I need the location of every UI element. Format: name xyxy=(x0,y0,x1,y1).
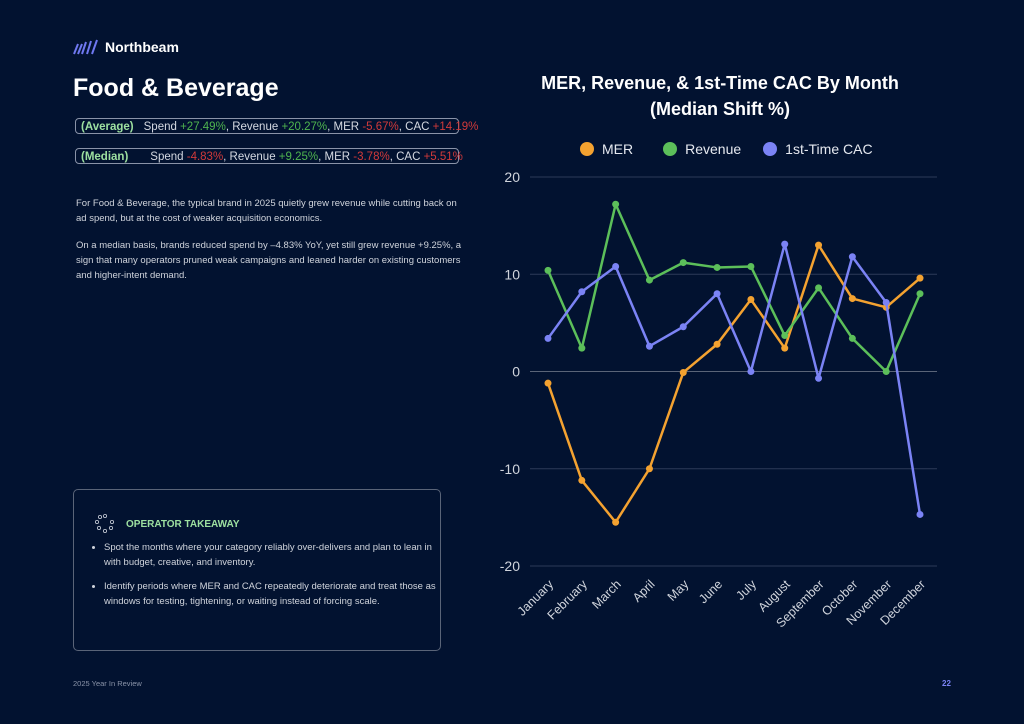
brand-logo: Northbeam xyxy=(73,39,179,55)
northbeam-stripes-logo-icon xyxy=(73,39,98,55)
average-summary-badge: (Average) Spend +27.49%, Revenue +20.27%,… xyxy=(75,118,478,134)
legend-label: MER xyxy=(602,141,634,157)
label: , MER xyxy=(318,151,354,163)
data-point xyxy=(679,368,687,376)
mer-value: -3.78% xyxy=(353,151,390,163)
data-point xyxy=(747,368,755,375)
data-point xyxy=(882,368,890,375)
label: , MER xyxy=(327,121,363,133)
cac-value: +5.51% xyxy=(423,151,463,163)
takeaway-item: Identify periods where MER and CAC repea… xyxy=(104,579,444,609)
data-point xyxy=(747,262,755,270)
takeaway-list: Spot the months where your category reli… xyxy=(84,540,444,618)
legend-label: Revenue xyxy=(685,141,742,157)
data-point xyxy=(713,340,721,348)
spend-value: +27.49% xyxy=(180,121,226,133)
data-point xyxy=(679,323,687,331)
data-point xyxy=(815,241,823,249)
intro-paragraph: For Food & Beverage, the typical brand i… xyxy=(76,198,457,224)
data-point xyxy=(815,284,823,292)
label: Spend xyxy=(143,121,181,133)
data-point xyxy=(578,344,586,352)
data-point xyxy=(578,476,586,484)
data-point xyxy=(781,332,789,340)
legend-item-revenue: Revenue xyxy=(663,141,741,157)
legend-swatch xyxy=(580,142,594,156)
dotted-circle-icon xyxy=(94,514,114,533)
y-tick-label: 10 xyxy=(504,266,520,282)
y-tick-label: -10 xyxy=(500,461,520,477)
spend-value: -4.83% xyxy=(186,151,224,163)
chart-title-text: MER, Revenue, & 1st-Time CAC By Month xyxy=(541,73,899,93)
mer-value: -5.67% xyxy=(362,121,399,133)
x-tick-label: March xyxy=(589,577,623,611)
data-point xyxy=(578,288,586,296)
takeaway-heading: OPERATOR TAKEAWAY xyxy=(126,518,240,530)
legend-item-mer: MER xyxy=(580,141,633,157)
label: Spend xyxy=(150,151,187,163)
cac-value: +14.19% xyxy=(432,121,479,133)
data-point xyxy=(916,510,924,518)
data-point xyxy=(645,465,653,473)
data-point xyxy=(848,295,856,303)
data-point xyxy=(544,379,552,387)
data-point xyxy=(612,200,620,208)
data-point xyxy=(916,274,924,282)
series-line xyxy=(546,243,921,524)
y-tick-label: 0 xyxy=(512,364,520,380)
operator-takeaway-box: OPERATOR TAKEAWAY Spot the months where … xyxy=(73,489,441,651)
chart-legend: MER Revenue 1st-Time CAC xyxy=(580,141,873,157)
data-point xyxy=(544,266,552,274)
brand-name: Northbeam xyxy=(105,39,179,55)
revenue-value: +20.27% xyxy=(281,121,328,133)
label: , CAC xyxy=(398,121,433,133)
median-paragraph: On a median basis, brands reduced spend … xyxy=(76,240,462,281)
label: , Revenue xyxy=(223,151,279,163)
data-point xyxy=(713,290,721,298)
x-tick-label: May xyxy=(665,577,692,604)
data-point xyxy=(781,344,789,352)
page-title: Food & Beverage xyxy=(73,74,279,102)
data-point xyxy=(916,290,924,298)
x-tick-label: July xyxy=(733,577,759,603)
data-point xyxy=(882,298,890,306)
data-point xyxy=(781,240,789,248)
series-line xyxy=(546,202,922,373)
data-point xyxy=(612,518,620,526)
median-summary-badge: (Median) Spend -4.83%, Revenue +9.25%, ME… xyxy=(75,148,463,164)
footer-label: 2025 Year In Review xyxy=(73,679,142,688)
takeaway-item: Spot the months where your category reli… xyxy=(104,540,444,570)
data-point xyxy=(848,253,856,261)
series-line xyxy=(546,242,922,515)
data-point xyxy=(713,263,721,271)
data-point xyxy=(645,342,653,350)
page-number: 22 xyxy=(942,679,951,688)
summary-tag: (Median) xyxy=(81,151,129,163)
x-tick-label: April xyxy=(630,577,658,605)
legend-label: 1st-Time CAC xyxy=(785,141,873,157)
chart-subtitle: (Median Shift %) xyxy=(650,99,790,119)
label: , CAC xyxy=(389,151,424,163)
legend-item-cac: 1st-Time CAC xyxy=(763,141,873,157)
data-point xyxy=(747,296,755,304)
data-point xyxy=(544,334,552,342)
y-tick-label: 20 xyxy=(504,169,520,185)
data-point xyxy=(612,262,620,270)
legend-swatch xyxy=(663,142,678,156)
legend-swatch xyxy=(763,142,778,156)
revenue-value: +9.25% xyxy=(278,151,319,163)
x-tick-label: June xyxy=(696,577,725,606)
data-point xyxy=(815,374,823,382)
chart-title: MER, Revenue, & 1st-Time CAC By Month (M… xyxy=(520,70,920,122)
y-tick-label: -20 xyxy=(500,558,520,574)
label: , Revenue xyxy=(225,121,282,133)
data-point xyxy=(848,334,856,342)
summary-tag: (Average) xyxy=(81,121,134,133)
data-point xyxy=(645,276,653,284)
data-point xyxy=(679,259,687,267)
